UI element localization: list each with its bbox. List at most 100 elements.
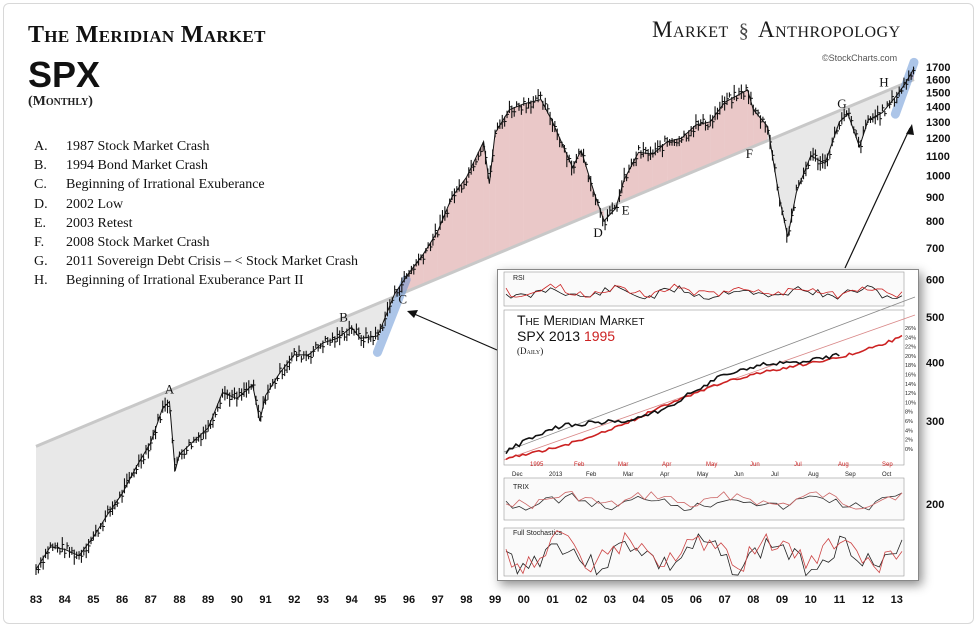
shade-below-trend [796,122,811,193]
x-tick-label: 11 [834,594,846,606]
stoch-label: Full Stochastics [513,530,563,537]
trix-panel [503,477,905,521]
trix-label: TRIX [513,484,529,491]
annotation-h: H [879,75,888,90]
x-tick-label: 96 [403,594,415,606]
x-tick-label: 92 [288,594,300,606]
annotation-f: F [746,146,753,161]
x-tick-label: 93 [317,594,329,606]
y-tick-label: 700 [926,243,944,255]
month-label-1995: 1995 [530,462,544,468]
month-label-2013: Sep [845,472,856,478]
x-tick-label: 87 [145,594,157,606]
shade-above-trend [552,121,573,231]
shade-above-trend [581,150,596,219]
month-label-2013: Oct [882,472,892,478]
pct-tick-label: 12% [905,391,916,397]
y-tick-label: 500 [926,312,944,324]
shade-above-trend [540,99,553,236]
y-tick-label: 400 [926,357,944,369]
shade-below-trend [279,338,295,373]
shade-below-trend [222,362,237,399]
shade-above-trend [638,152,653,195]
month-label-1995: Apr [662,462,671,468]
x-tick-label: 10 [805,594,817,606]
annotation-e: E [622,203,630,218]
trix-line-1995 [505,490,903,510]
shade-above-trend [489,133,496,257]
legend-item: E. 2003 Retest [34,215,133,231]
pct-tick-label: 26% [905,326,916,332]
x-tick-label: 85 [87,594,99,606]
symbol-title: SPX [28,54,101,95]
month-label-2013: Jul [771,472,779,478]
pct-tick-label: 0% [905,447,913,453]
shade-below-trend [175,386,180,471]
meridian-trendline [35,78,915,448]
y-tick-label: 1400 [926,102,950,114]
shade-below-trend [64,428,80,556]
legend-item: C. Beginning of Irrational Exuberance [34,177,265,193]
x-tick-label: 08 [747,594,759,606]
annotation-a: A [165,382,175,397]
month-label-2013: Jun [734,472,744,478]
spx-2013-line [505,352,840,455]
shade-below-trend [810,116,826,164]
month-label-1995: Feb [574,462,585,468]
pct-tick-label: 22% [905,345,916,351]
shade-below-trend [136,398,151,467]
spx-1995-line [505,334,903,461]
x-tick-label: 89 [202,594,214,606]
shade-above-trend [437,196,453,279]
x-tick-label: 84 [59,594,72,606]
annotation-d: D [593,225,602,240]
annotation-b: B [339,309,348,324]
brand-logo: Market § Anthropology [652,17,901,43]
month-label-2013: Dec [512,472,523,478]
shade-above-trend [495,109,510,255]
shade-above-trend [724,89,748,159]
shade-below-trend [208,368,223,428]
x-tick-label: 98 [460,594,472,606]
legend-item: H. Beginning of Irrational Exuberance Par… [34,273,304,289]
month-label-1995: Sep [882,462,893,468]
shade-below-trend [787,128,797,237]
rsi-line-2013 [505,284,903,300]
x-tick-label: 91 [259,594,271,606]
x-tick-label: 01 [546,594,558,606]
shade-below-trend [162,390,170,410]
y-tick-label: 300 [926,416,944,428]
x-tick-label: 95 [374,594,386,606]
y-tick-label: 900 [926,192,944,204]
month-label-2013: 2013 [549,472,563,478]
pct-tick-label: 24% [905,335,916,341]
month-label-2013: May [697,472,708,478]
month-label-1995: May [706,462,717,468]
pointer-arrow-c [411,312,498,351]
pct-tick-label: 10% [905,400,916,406]
shade-below-trend [79,422,94,556]
x-tick-label: 04 [632,594,645,606]
inset-subtitle: SPX 2013 1995 [517,328,616,344]
x-tick-label: 83 [30,594,42,606]
shade-below-trend [36,440,51,570]
shade-above-trend [423,231,438,285]
annotation-g: G [837,96,846,111]
x-tick-label: 09 [776,594,788,606]
shade-above-trend [667,138,682,183]
shade-above-trend [572,150,582,223]
pct-tick-label: 6% [905,419,913,425]
y-tick-label: 1100 [926,151,950,163]
rsi-panel [503,271,905,307]
shade-above-trend [523,99,541,243]
pct-tick-label: 16% [905,373,916,379]
legend-item: F. 2008 Stock Market Crash [34,235,210,251]
x-tick-label: 03 [604,594,616,606]
y-tick-label: 800 [926,216,944,228]
brand-name-left: Market [652,17,729,42]
y-tick-label: 200 [926,499,944,511]
month-label-1995: Jun [750,462,760,468]
y-tick-label: 1300 [926,117,950,129]
shade-below-trend [377,302,381,337]
